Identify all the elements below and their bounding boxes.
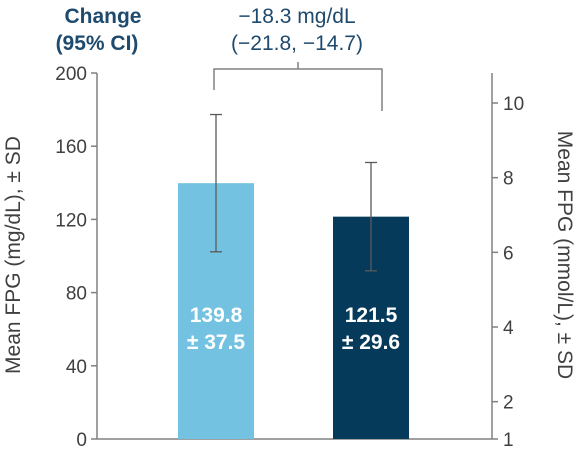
right-tick-label: 1: [503, 430, 514, 451]
y-axis-title-left: Mean FPG (mg/dL), ± SD: [2, 136, 25, 374]
change-label-line1: Change: [64, 5, 141, 28]
right-tick-label: 4: [503, 318, 514, 339]
left-tick-label: 200: [55, 64, 87, 85]
right-tick-label: 6: [503, 243, 514, 264]
right-tick-label: 10: [503, 94, 524, 115]
right-tick-label: 8: [503, 169, 514, 190]
change-label-line2: (95% CI): [56, 32, 139, 55]
difference-ci: (−21.8, −14.7): [231, 32, 363, 55]
difference-value: −18.3 mg/dL: [238, 5, 355, 28]
left-tick-label: 80: [66, 284, 87, 305]
bar-value-label-2: 121.5: [345, 304, 398, 327]
comparison-bracket: [213, 62, 383, 111]
left-tick-label: 120: [55, 210, 87, 231]
left-tick-label: 0: [76, 430, 87, 451]
left-tick-label: 160: [55, 137, 87, 158]
left-tick-label: 40: [66, 357, 87, 378]
right-tick-label: 2: [503, 393, 514, 414]
bar-value-label-1: 139.8: [190, 304, 243, 327]
bar-sd-label-1: ± 37.5: [187, 331, 246, 354]
right-axis-ticks: 1 2 4 6 8 10: [492, 94, 524, 451]
bars: 139.8 ± 37.5 121.5 ± 29.6: [178, 113, 409, 439]
bar-sd-label-2: ± 29.6: [342, 331, 400, 354]
left-axis-ticks: 0 40 80 120 160 200: [55, 64, 97, 451]
y-axis-title-right: Mean FPG (mmol/L), ± SD: [553, 131, 576, 379]
